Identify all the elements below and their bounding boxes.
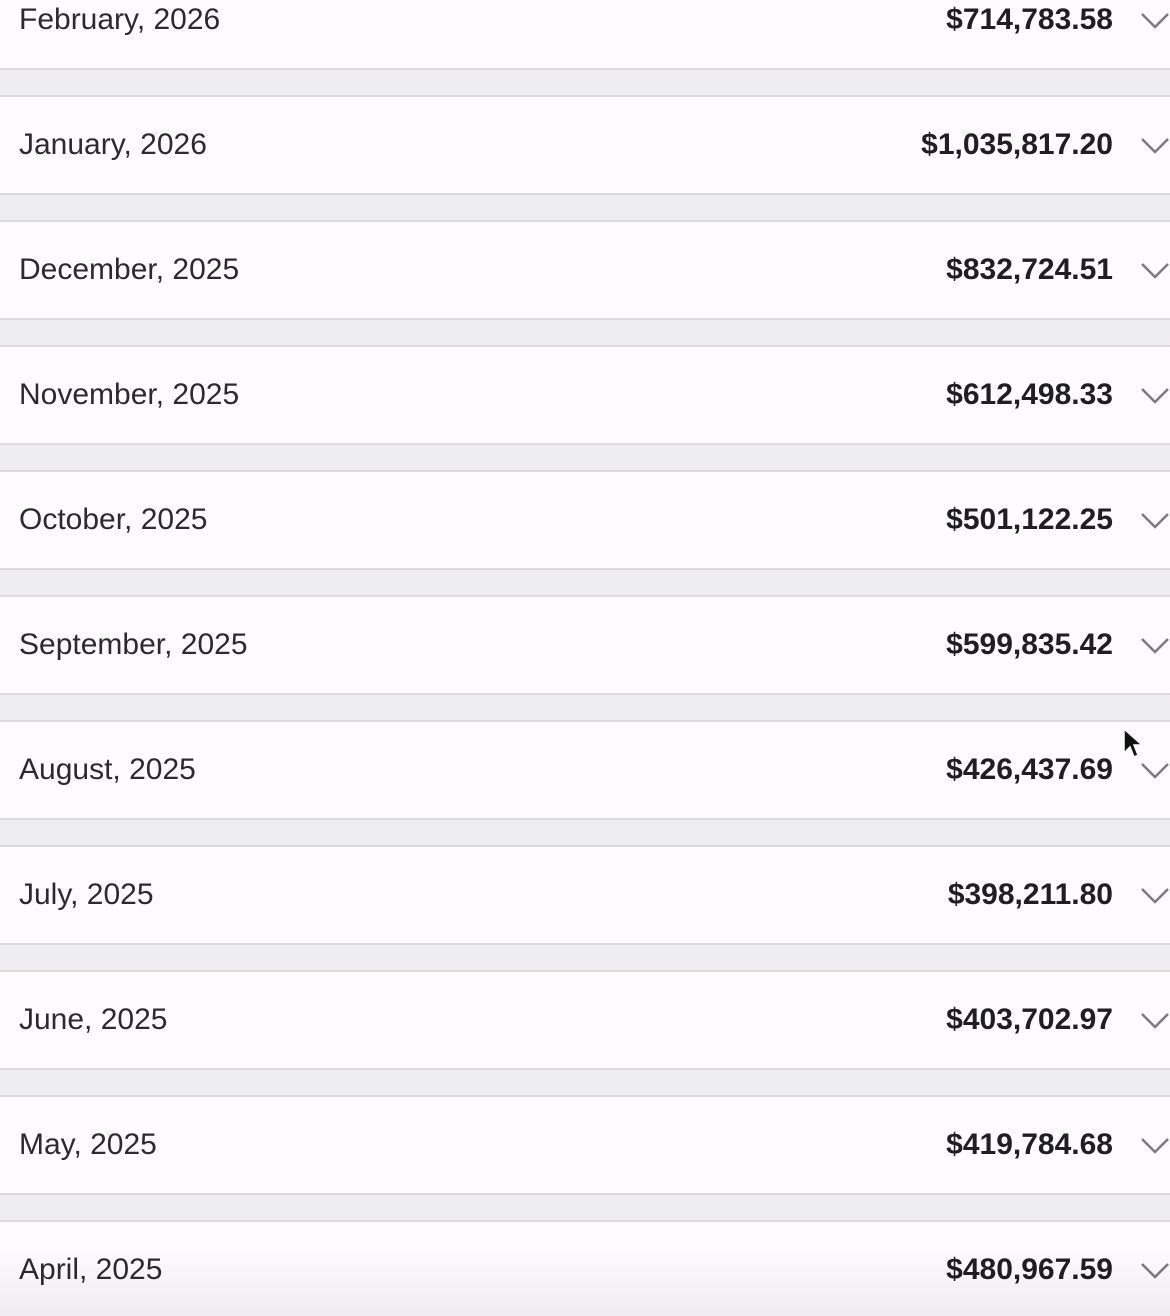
chevron-down-icon[interactable]	[1140, 9, 1170, 31]
month-row-october-2025[interactable]: October, 2025 $501,122.25	[0, 470, 1170, 570]
mouse-cursor-icon	[1122, 727, 1144, 761]
month-row-november-2025[interactable]: November, 2025 $612,498.33	[0, 345, 1170, 445]
month-total: $1,035,817.20	[921, 128, 1113, 161]
month-label: August, 2025	[19, 753, 196, 786]
chevron-down-icon[interactable]	[1140, 259, 1170, 281]
month-row-december-2025[interactable]: December, 2025 $832,724.51	[0, 220, 1170, 320]
month-total: $832,724.51	[946, 253, 1113, 286]
month-label: October, 2025	[19, 503, 208, 536]
month-total: $419,784.68	[946, 1128, 1113, 1161]
month-row-january-2026[interactable]: January, 2026 $1,035,817.20	[0, 95, 1170, 195]
chevron-down-icon[interactable]	[1140, 1134, 1170, 1156]
month-label: June, 2025	[19, 1003, 168, 1036]
month-label: November, 2025	[19, 378, 240, 411]
month-row-may-2025[interactable]: May, 2025 $419,784.68	[0, 1095, 1170, 1195]
month-total: $714,783.58	[946, 3, 1113, 36]
chevron-down-icon[interactable]	[1140, 634, 1170, 656]
month-total: $403,702.97	[946, 1003, 1113, 1036]
month-row-july-2025[interactable]: July, 2025 $398,211.80	[0, 845, 1170, 945]
chevron-down-icon[interactable]	[1140, 384, 1170, 406]
chevron-down-icon[interactable]	[1140, 509, 1170, 531]
month-label: July, 2025	[19, 878, 154, 911]
chevron-down-icon[interactable]	[1140, 1259, 1170, 1281]
month-row-april-2025[interactable]: April, 2025 $480,967.59	[0, 1220, 1170, 1316]
month-total: $398,211.80	[947, 878, 1113, 911]
month-row-september-2025[interactable]: September, 2025 $599,835.42	[0, 595, 1170, 695]
month-label: May, 2025	[19, 1128, 157, 1161]
month-total: $426,437.69	[946, 753, 1113, 786]
chevron-down-icon[interactable]	[1140, 759, 1170, 781]
month-label: December, 2025	[19, 253, 240, 286]
month-row-august-2025[interactable]: August, 2025 $426,437.69	[0, 720, 1170, 820]
month-total: $501,122.25	[946, 503, 1113, 536]
month-label: January, 2026	[19, 128, 207, 161]
month-total: $480,967.59	[946, 1253, 1113, 1286]
month-label: April, 2025	[19, 1253, 163, 1286]
chevron-down-icon[interactable]	[1140, 1009, 1170, 1031]
month-total: $612,498.33	[946, 378, 1113, 411]
month-label: February, 2026	[19, 3, 221, 36]
month-row-february-2026[interactable]: February, 2026 $714,783.58	[0, 0, 1170, 70]
month-row-june-2025[interactable]: June, 2025 $403,702.97	[0, 970, 1170, 1070]
chevron-down-icon[interactable]	[1140, 884, 1170, 906]
chevron-down-icon[interactable]	[1140, 134, 1170, 156]
month-label: September, 2025	[19, 628, 248, 661]
month-total: $599,835.42	[946, 628, 1113, 661]
